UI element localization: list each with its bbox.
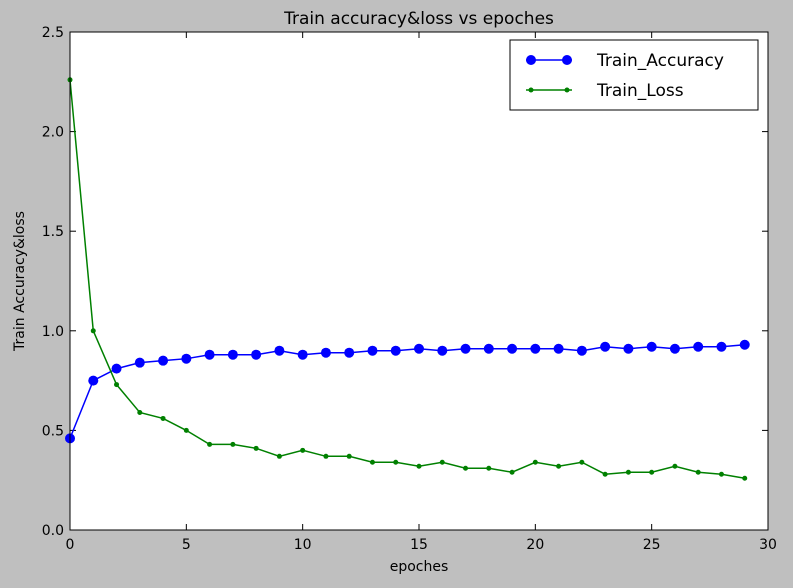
x-tick-label: 20 xyxy=(526,537,544,553)
y-tick-label: 0.5 xyxy=(42,423,64,439)
data-point-train-loss xyxy=(718,471,724,477)
y-tick-label: 1.5 xyxy=(42,224,64,240)
data-point-train-accuracy xyxy=(111,363,122,374)
plot-frame xyxy=(69,31,769,531)
data-point-train-loss xyxy=(369,459,375,465)
y-tick-label: 2.0 xyxy=(42,125,64,141)
data-point-train-accuracy xyxy=(576,345,587,356)
data-point-train-accuracy xyxy=(274,345,285,356)
y-tick-label: 0.0 xyxy=(42,523,64,539)
data-point-train-accuracy xyxy=(483,343,494,354)
data-point-train-accuracy xyxy=(158,355,169,366)
data-point-train-loss xyxy=(114,382,120,388)
data-point-train-loss xyxy=(137,409,143,415)
y-tick-label: 1.0 xyxy=(42,324,64,340)
data-point-train-accuracy xyxy=(320,347,331,358)
data-point-train-accuracy xyxy=(367,345,378,356)
data-point-train-loss xyxy=(230,441,236,447)
data-point-train-accuracy xyxy=(227,349,238,360)
data-point-train-accuracy xyxy=(600,341,611,352)
data-point-train-loss xyxy=(253,445,259,451)
x-tick-label: 10 xyxy=(294,537,312,553)
data-point-train-accuracy xyxy=(669,343,680,354)
legend-label-accuracy: Train_Accuracy xyxy=(596,51,724,71)
data-point-train-accuracy xyxy=(88,375,99,386)
data-point-train-loss xyxy=(393,459,399,465)
y-axis-label: Train Accuracy&loss xyxy=(12,211,28,352)
data-point-train-loss xyxy=(695,469,701,475)
data-point-train-accuracy xyxy=(344,347,355,358)
y-axis: 0.0 0.5 1.0 1.5 2.0 2.5 xyxy=(42,25,768,539)
data-point-train-loss xyxy=(532,459,538,465)
data-point-train-loss xyxy=(625,469,631,475)
data-point-train-accuracy xyxy=(460,343,471,354)
data-point-train-accuracy xyxy=(716,341,727,352)
data-point-train-loss xyxy=(439,459,445,465)
x-tick-label: 25 xyxy=(643,537,661,553)
data-point-train-loss xyxy=(742,475,748,481)
chart-title: Train accuracy&loss vs epoches xyxy=(283,9,554,29)
data-point-train-loss xyxy=(276,453,282,459)
data-point-train-loss xyxy=(486,465,492,471)
data-point-train-loss xyxy=(207,441,213,447)
data-point-train-accuracy xyxy=(623,343,634,354)
legend: Train_Accuracy Train_Loss xyxy=(509,39,759,111)
data-point-train-loss xyxy=(183,427,189,433)
data-point-train-loss xyxy=(346,453,352,459)
data-point-train-accuracy xyxy=(134,357,145,368)
legend-marker-accuracy xyxy=(562,55,572,65)
plot-area xyxy=(70,32,768,530)
data-point-train-loss xyxy=(602,471,608,477)
legend-label-loss: Train_Loss xyxy=(596,81,684,101)
data-point-train-accuracy xyxy=(251,349,262,360)
series-layer xyxy=(65,77,750,481)
legend-marker-loss xyxy=(564,87,570,93)
data-point-train-accuracy xyxy=(414,343,424,354)
legend-marker-loss xyxy=(528,87,534,93)
y-tick-label: 2.5 xyxy=(42,25,64,41)
data-point-train-loss xyxy=(160,415,166,421)
data-point-train-accuracy xyxy=(390,345,401,356)
data-point-train-accuracy xyxy=(297,349,308,360)
data-point-train-accuracy xyxy=(204,349,215,360)
data-point-train-loss xyxy=(579,459,585,465)
x-axis: 0 5 10 15 20 25 30 xyxy=(66,32,777,553)
data-point-train-loss xyxy=(556,463,562,469)
data-point-train-accuracy xyxy=(181,353,192,364)
x-tick-label: 0 xyxy=(66,537,75,553)
data-point-train-accuracy xyxy=(646,341,657,352)
data-point-train-accuracy xyxy=(693,341,704,352)
series-line-train-loss xyxy=(69,79,745,479)
legend-marker-accuracy xyxy=(526,55,536,65)
data-point-train-loss xyxy=(649,469,655,475)
x-tick-label: 30 xyxy=(759,537,777,553)
data-point-train-loss xyxy=(509,469,515,475)
data-point-train-loss xyxy=(90,328,96,334)
data-point-train-accuracy xyxy=(739,339,750,350)
data-point-train-loss xyxy=(672,463,678,469)
data-point-train-loss xyxy=(463,465,469,471)
data-point-train-accuracy xyxy=(553,343,564,354)
data-point-train-accuracy xyxy=(530,343,541,354)
data-point-train-loss xyxy=(323,453,329,459)
data-point-train-loss xyxy=(300,447,306,453)
x-axis-label: epoches xyxy=(390,559,449,575)
data-point-train-accuracy xyxy=(437,345,448,356)
x-tick-label: 5 xyxy=(182,537,191,553)
data-point-train-accuracy xyxy=(507,343,518,354)
data-point-train-loss xyxy=(416,463,422,469)
legend-box xyxy=(509,39,759,111)
x-tick-label: 15 xyxy=(410,537,428,553)
